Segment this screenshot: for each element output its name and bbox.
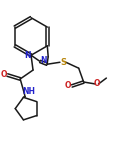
Text: N: N: [24, 51, 30, 60]
Text: NH: NH: [23, 87, 36, 96]
Text: O: O: [0, 69, 7, 79]
Text: S: S: [60, 58, 66, 67]
Text: O: O: [93, 79, 100, 88]
Text: O: O: [65, 82, 71, 90]
Text: N: N: [40, 56, 46, 65]
